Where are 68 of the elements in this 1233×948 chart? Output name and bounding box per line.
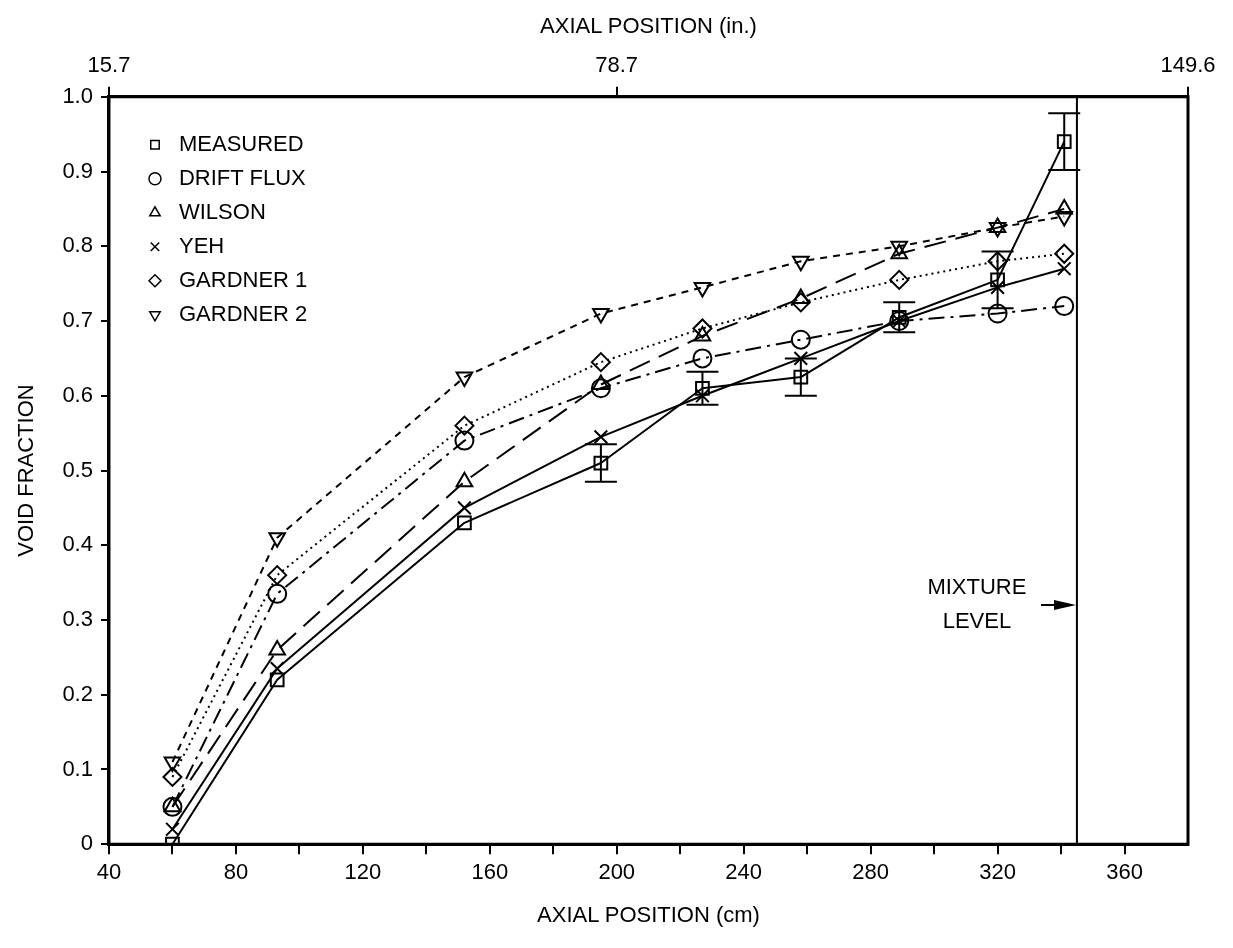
x2-tick-label: 15.7 bbox=[87, 51, 131, 77]
point bbox=[593, 429, 609, 445]
point bbox=[590, 352, 611, 373]
x-tick-label: 80 bbox=[223, 859, 249, 885]
point bbox=[987, 251, 1008, 272]
legend-label: YEH bbox=[178, 232, 225, 258]
y-tick-label: 0.4 bbox=[62, 531, 93, 557]
x-tick-label: 160 bbox=[471, 859, 509, 885]
x2-tick-label: 149.6 bbox=[1160, 51, 1216, 77]
y-tick-label: 0.8 bbox=[62, 232, 93, 258]
point bbox=[267, 583, 288, 604]
legend-label: WILSON bbox=[178, 198, 266, 224]
x-tick-label: 120 bbox=[344, 859, 382, 885]
x2-tick-label: 78.7 bbox=[595, 51, 639, 77]
point bbox=[693, 281, 712, 298]
point bbox=[269, 672, 285, 688]
point bbox=[590, 378, 611, 399]
point bbox=[457, 500, 472, 516]
point bbox=[165, 821, 180, 837]
point bbox=[790, 329, 811, 350]
y-tick-label: 0.9 bbox=[62, 157, 93, 183]
point bbox=[790, 292, 811, 313]
y-tick-label: 0.1 bbox=[62, 755, 93, 781]
legend-label: GARDNER 1 bbox=[178, 266, 308, 292]
point bbox=[692, 348, 713, 369]
x2-axis-title: AXIAL POSITION (in.) bbox=[540, 13, 757, 39]
legend-label: GARDNER 2 bbox=[178, 300, 308, 326]
legend-label: DRIFT FLUX bbox=[178, 164, 307, 190]
x-tick-label: 360 bbox=[1106, 859, 1143, 885]
point bbox=[1055, 210, 1074, 227]
point bbox=[1054, 243, 1075, 264]
y-tick-label: 0.6 bbox=[62, 381, 93, 407]
x-tick-label: 280 bbox=[852, 859, 889, 885]
y-axis-title: VOID FRACTION bbox=[13, 384, 39, 557]
y-tick-label: 0.2 bbox=[62, 680, 93, 706]
point bbox=[889, 269, 910, 290]
x-tick-label: 40 bbox=[96, 859, 122, 885]
legend-label: MEASURED bbox=[178, 130, 304, 156]
point bbox=[695, 380, 710, 396]
point bbox=[162, 766, 183, 787]
point bbox=[1056, 261, 1072, 277]
point bbox=[593, 455, 609, 471]
point bbox=[988, 222, 1007, 238]
point bbox=[692, 318, 713, 339]
ref-line-label: MIXTURE LEVEL bbox=[927, 574, 1027, 634]
x-tick-label: 200 bbox=[598, 859, 636, 885]
point bbox=[1054, 296, 1075, 317]
point bbox=[987, 303, 1008, 324]
y-tick-label: 1.0 bbox=[62, 82, 93, 108]
y-tick-label: 0 bbox=[80, 830, 93, 856]
y-tick-label: 0.7 bbox=[62, 307, 93, 333]
point bbox=[990, 272, 1005, 288]
point bbox=[268, 639, 286, 656]
x-tick-label: 320 bbox=[979, 859, 1016, 885]
point bbox=[592, 308, 610, 324]
point bbox=[792, 255, 810, 272]
point bbox=[793, 351, 809, 366]
y-tick-label: 0.3 bbox=[62, 606, 93, 632]
point bbox=[1056, 134, 1072, 150]
x-axis-title: AXIAL POSITION (cm) bbox=[537, 901, 760, 927]
y-tick-label: 0.5 bbox=[62, 456, 93, 482]
point bbox=[267, 565, 288, 586]
point bbox=[457, 515, 472, 531]
x-tick-label: 240 bbox=[725, 859, 763, 885]
point bbox=[454, 415, 475, 436]
point bbox=[793, 369, 809, 385]
point bbox=[990, 280, 1005, 295]
point bbox=[454, 430, 475, 451]
